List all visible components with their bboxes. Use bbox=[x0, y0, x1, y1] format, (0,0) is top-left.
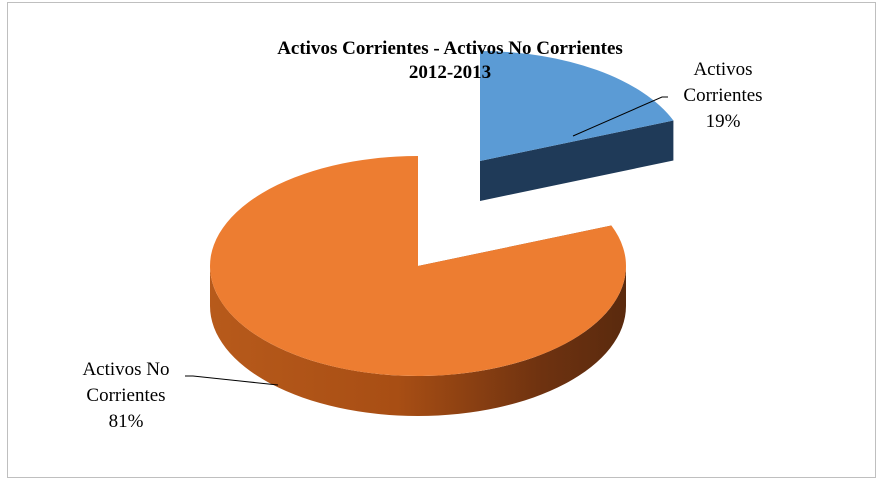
data-label-activos-corrientes-line-2: Corrientes bbox=[683, 85, 762, 106]
data-label-activos-corrientes-line-1: Activos bbox=[693, 59, 752, 80]
pie-slice-cut-activos-corrientes bbox=[480, 120, 674, 201]
leader-line-activos-no-corrientes bbox=[185, 375, 279, 386]
pie-slice-top-activos-corrientes bbox=[480, 51, 674, 161]
pie-slice-activos-no-corrientes bbox=[209, 156, 626, 416]
data-label-activos-no-corrientes: Activos No Corrientes 81% bbox=[82, 359, 169, 432]
pie-slice-side-activos-no-corrientes bbox=[210, 266, 626, 416]
leader-line-activos-corrientes bbox=[572, 96, 668, 137]
data-label-activos-corrientes-line-3: 19% bbox=[706, 111, 741, 132]
data-label-activos-no-corrientes-line-1: Activos No bbox=[82, 359, 169, 380]
data-label-activos-no-corrientes-line-3: 81% bbox=[109, 411, 144, 432]
data-label-activos-corrientes: Activos Corrientes 19% bbox=[683, 59, 762, 132]
pie-slice-top-activos-no-corrientes bbox=[209, 156, 626, 377]
chart-title-line-1: Activos Corrientes - Activos No Corrient… bbox=[277, 38, 623, 59]
data-label-activos-no-corrientes-line-2: Corrientes bbox=[86, 385, 165, 406]
chart-title-line-2: 2012-2013 bbox=[409, 62, 491, 83]
pie-slice-activos-corrientes bbox=[480, 51, 674, 201]
